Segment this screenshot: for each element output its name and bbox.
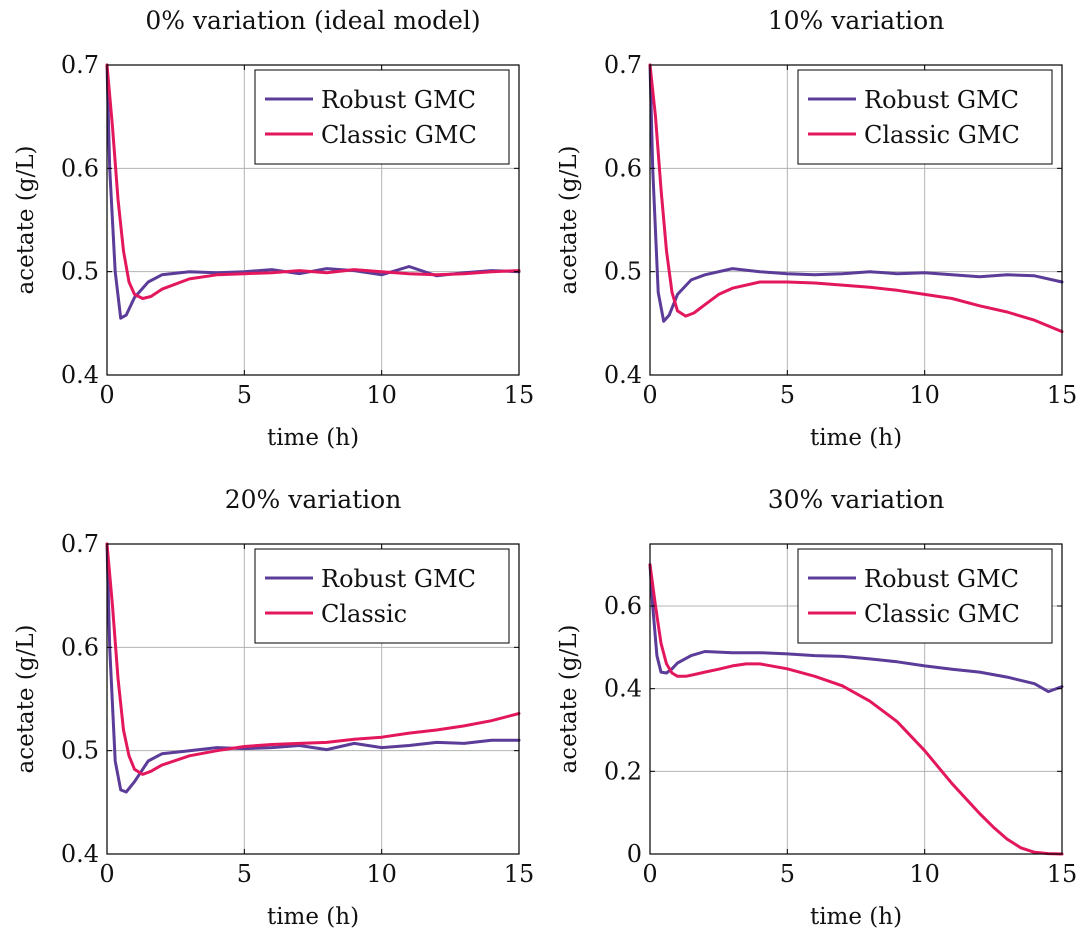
chart-title: 0% variation (ideal model)	[145, 6, 480, 35]
legend: Robust GMC Classic	[254, 548, 510, 644]
series-line-classic	[105, 63, 521, 300]
x-axis-label: time (h)	[267, 425, 359, 451]
x-tick-label: 5	[780, 860, 795, 888]
chart-title: 30% variation	[768, 485, 945, 514]
chart-panel-2: 0 5 10 15 0.4 0.5 0.6 0.7 10% variation time (h) a…	[556, 6, 1077, 451]
y-tick-label: 0.5	[61, 258, 99, 286]
y-tick-label: 0.6	[604, 592, 642, 620]
series-line-robust	[105, 63, 521, 320]
y-tick-label: 0.4	[61, 840, 99, 868]
chart-panel-4: 0 5 10 15 0 0.2 0.4 0.6 30% variation time (h) ace…	[556, 485, 1077, 930]
x-tick-label: 15	[504, 860, 535, 888]
series-line-classic	[105, 542, 521, 776]
y-tick-label: 0	[627, 840, 642, 868]
x-tick-label: 15	[1047, 381, 1078, 409]
y-tick-label: 0.7	[604, 51, 642, 79]
x-tick-label: 5	[237, 381, 252, 409]
x-tick-label: 15	[1047, 860, 1078, 888]
series-line-classic	[648, 563, 1064, 856]
x-tick-label: 0	[99, 860, 114, 888]
chart-title: 20% variation	[225, 485, 402, 514]
plot-frame	[649, 64, 1063, 376]
series-line-robust	[648, 63, 1064, 323]
x-tick-label: 5	[780, 381, 795, 409]
x-tick-label: 10	[909, 381, 940, 409]
chart-panel-1: 0 5 10 15 0.4 0.5 0.6 0.7 0% variation (ideal mo…	[13, 6, 534, 451]
y-tick-label: 0.5	[604, 258, 642, 286]
y-tick-label: 0.7	[61, 530, 99, 558]
legend-label-classic: Classic GMC	[864, 600, 1020, 628]
legend-box	[254, 548, 510, 644]
plot-frame	[106, 543, 520, 855]
x-axis-label: time (h)	[810, 425, 902, 451]
legend-label-classic: Classic	[321, 600, 407, 628]
x-axis-label: time (h)	[810, 904, 902, 930]
series-line-robust	[648, 563, 1064, 694]
y-axis-label: acetate (g/L)	[556, 624, 582, 773]
y-tick-label: 0.4	[61, 361, 99, 389]
y-tick-label: 0.5	[61, 737, 99, 765]
y-tick-label: 0.6	[61, 154, 99, 182]
y-tick-label: 0.7	[61, 51, 99, 79]
legend: Robust GMC Classic GMC	[254, 69, 510, 165]
y-tick-label: 0.4	[604, 361, 642, 389]
legend-box	[254, 69, 510, 165]
legend: Robust GMC Classic GMC	[797, 69, 1053, 165]
series-line-robust	[105, 542, 521, 794]
x-tick-label: 5	[237, 860, 252, 888]
x-tick-label: 0	[642, 860, 657, 888]
x-tick-label: 15	[504, 381, 535, 409]
x-axis-label: time (h)	[267, 904, 359, 930]
x-tick-label: 10	[366, 860, 397, 888]
legend-label-robust: Robust GMC	[864, 86, 1019, 114]
legend-label-robust: Robust GMC	[321, 86, 476, 114]
plot-frame	[106, 64, 520, 376]
legend-label-classic: Classic GMC	[864, 121, 1020, 149]
chart-title: 10% variation	[768, 6, 945, 35]
x-tick-label: 10	[909, 860, 940, 888]
y-tick-label: 0.4	[604, 675, 642, 703]
legend: Robust GMC Classic GMC	[797, 548, 1053, 644]
plot-frame	[649, 543, 1063, 855]
legend-label-robust: Robust GMC	[864, 565, 1019, 593]
legend-label-robust: Robust GMC	[321, 565, 476, 593]
y-tick-label: 0.6	[604, 154, 642, 182]
y-axis-label: acetate (g/L)	[13, 145, 39, 294]
x-tick-label: 0	[99, 381, 114, 409]
x-tick-label: 0	[642, 381, 657, 409]
legend-box	[797, 548, 1053, 644]
legend-label-classic: Classic GMC	[321, 121, 477, 149]
legend-box	[797, 69, 1053, 165]
y-tick-label: 0.6	[61, 633, 99, 661]
chart-panel-3: 0 5 10 15 0.4 0.5 0.6 0.7 20% variation time (h) a…	[13, 485, 534, 930]
y-axis-label: acetate (g/L)	[556, 145, 582, 294]
x-tick-label: 10	[366, 381, 397, 409]
y-axis-label: acetate (g/L)	[13, 624, 39, 773]
y-tick-label: 0.2	[604, 757, 642, 785]
series-line-classic	[648, 63, 1064, 334]
